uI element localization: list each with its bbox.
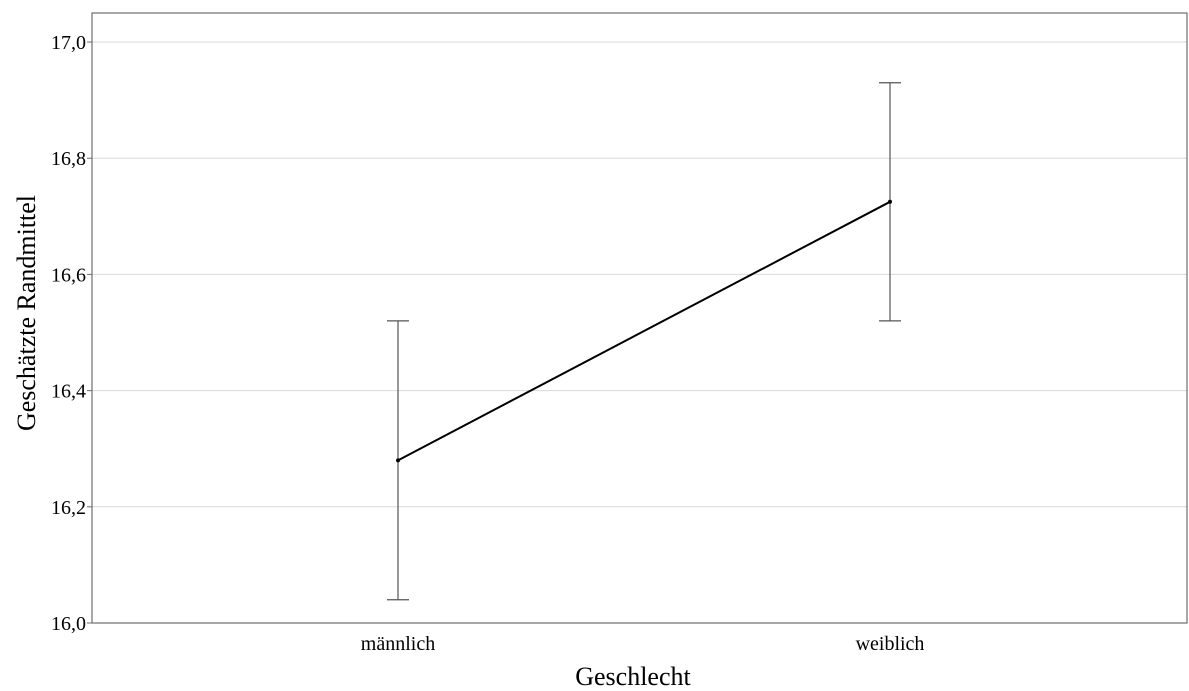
data-points (396, 199, 892, 463)
gridlines (92, 41, 1187, 508)
y-axis-ticks: 16,0 16,2 16,4 16,6 16,8 17,0 (51, 32, 92, 635)
y-tick-label: 16,6 (51, 264, 86, 286)
series-line (397, 200, 891, 462)
plot-frame (91, 12, 1188, 624)
x-axis-ticks: männlich weiblich (361, 633, 925, 655)
data-point (888, 199, 892, 204)
y-tick-label: 16,2 (51, 497, 86, 519)
y-tick-label: 17,0 (51, 32, 86, 54)
error-bars (387, 82, 901, 601)
series-lines (397, 200, 891, 462)
y-tick-label: 16,0 (51, 613, 86, 635)
y-axis-title: Geschätzte Randmittel (12, 195, 41, 431)
x-tick-label: weiblich (856, 633, 925, 655)
y-tick-label: 16,8 (51, 148, 86, 170)
y-tick-label: 16,4 (51, 381, 86, 403)
data-point (396, 458, 400, 463)
x-tick-label: männlich (361, 633, 435, 655)
x-axis-title: Geschlecht (575, 662, 691, 691)
